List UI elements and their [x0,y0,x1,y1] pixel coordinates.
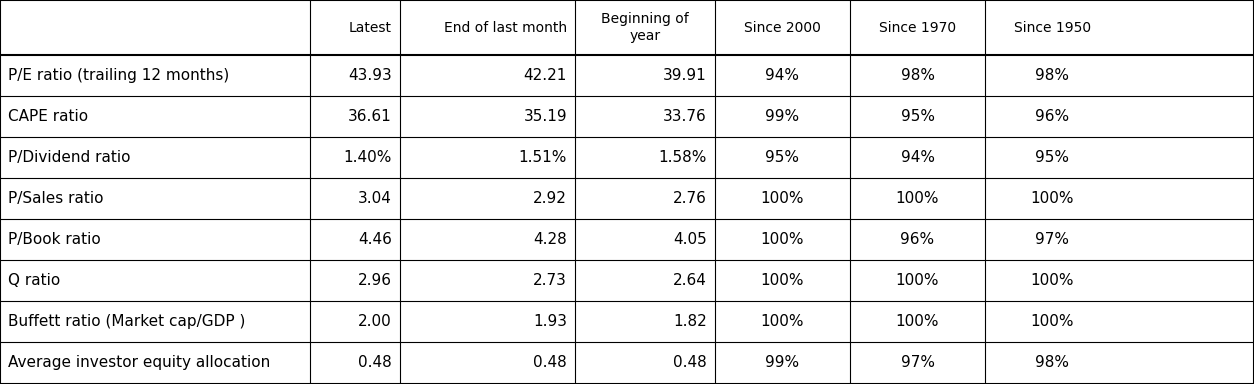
Text: 1.40%: 1.40% [344,150,393,165]
Text: Since 1970: Since 1970 [879,20,956,35]
Text: 2.76: 2.76 [673,191,707,206]
Text: 98%: 98% [1036,68,1070,83]
Text: 39.91: 39.91 [663,68,707,83]
Text: 100%: 100% [895,314,939,329]
Text: 94%: 94% [765,68,800,83]
Text: 95%: 95% [900,109,934,124]
Text: 94%: 94% [900,150,934,165]
Text: 4.28: 4.28 [533,232,567,247]
Text: P/Book ratio: P/Book ratio [8,232,100,247]
Text: 0.48: 0.48 [673,355,707,370]
Text: 1.82: 1.82 [673,314,707,329]
Text: 2.64: 2.64 [673,273,707,288]
Text: P/Sales ratio: P/Sales ratio [8,191,104,206]
Text: 1.93: 1.93 [533,314,567,329]
Text: 0.48: 0.48 [359,355,393,370]
Text: Since 1950: Since 1950 [1014,20,1091,35]
Text: End of last month: End of last month [444,20,567,35]
Text: Q ratio: Q ratio [8,273,60,288]
Text: 100%: 100% [761,232,804,247]
Text: Latest: Latest [349,20,393,35]
Text: P/E ratio (trailing 12 months): P/E ratio (trailing 12 months) [8,68,229,83]
Text: 2.92: 2.92 [533,191,567,206]
Text: 3.04: 3.04 [359,191,393,206]
Text: Average investor equity allocation: Average investor equity allocation [8,355,271,370]
Text: 4.46: 4.46 [359,232,393,247]
Text: 96%: 96% [1036,109,1070,124]
Text: 99%: 99% [765,355,800,370]
Text: 43.93: 43.93 [349,68,393,83]
Text: 99%: 99% [765,109,800,124]
Text: 100%: 100% [761,273,804,288]
Text: 100%: 100% [761,314,804,329]
Text: 42.21: 42.21 [524,68,567,83]
Text: Beginning of
year: Beginning of year [601,12,688,43]
Text: CAPE ratio: CAPE ratio [8,109,88,124]
Text: 100%: 100% [1031,191,1075,206]
Text: 100%: 100% [1031,273,1075,288]
Text: 98%: 98% [1036,355,1070,370]
Text: 1.58%: 1.58% [658,150,707,165]
Text: 4.05: 4.05 [673,232,707,247]
Text: 35.19: 35.19 [523,109,567,124]
Text: 100%: 100% [761,191,804,206]
Text: P/Dividend ratio: P/Dividend ratio [8,150,130,165]
Text: 36.61: 36.61 [349,109,393,124]
Text: 96%: 96% [900,232,934,247]
Text: 97%: 97% [1036,232,1070,247]
Text: 2.96: 2.96 [357,273,393,288]
Text: 33.76: 33.76 [663,109,707,124]
Text: 0.48: 0.48 [533,355,567,370]
Text: 2.00: 2.00 [359,314,393,329]
Text: 100%: 100% [895,273,939,288]
Text: 95%: 95% [1036,150,1070,165]
Text: 2.73: 2.73 [533,273,567,288]
Text: 100%: 100% [1031,314,1075,329]
Text: 97%: 97% [900,355,934,370]
Text: 98%: 98% [900,68,934,83]
Text: Buffett ratio (Market cap/GDP ): Buffett ratio (Market cap/GDP ) [8,314,246,329]
Text: 1.51%: 1.51% [519,150,567,165]
Text: 100%: 100% [895,191,939,206]
Text: 95%: 95% [765,150,800,165]
Text: Since 2000: Since 2000 [744,20,821,35]
